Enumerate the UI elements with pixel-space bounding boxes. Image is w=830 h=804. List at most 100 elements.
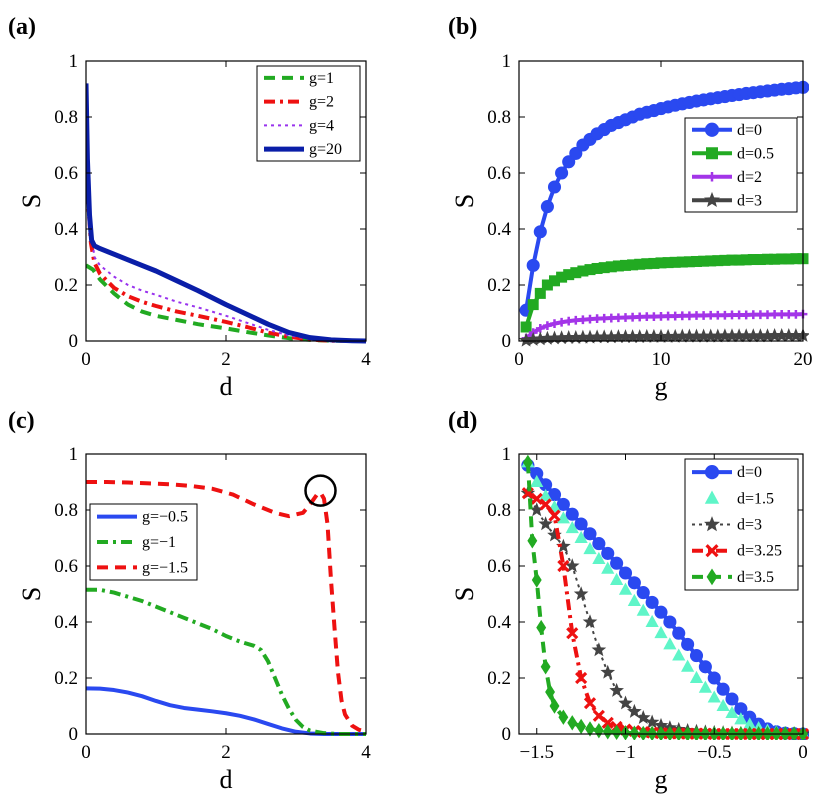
data-point-d3 [573,586,589,601]
data-point-d1p5 [681,659,695,672]
data-point-d0p5 [762,253,773,265]
y-tick-label: 0 [69,331,79,352]
data-point-d0p5 [754,254,766,266]
data-point-d0p5 [641,258,653,270]
data-point-d0 [636,586,650,600]
data-point-d3 [781,327,797,342]
data-point-d3p5 [673,726,684,740]
data-point-d3p5 [567,715,578,731]
data-point-d0 [689,649,704,663]
data-point-d0 [627,576,641,590]
data-point-d3 [696,328,711,343]
legend-box [256,65,361,162]
legend-label-d2: d=2 [737,169,762,186]
data-point-d3 [591,642,607,657]
data-point-d3p5 [744,726,755,740]
data-point-d3p5 [700,726,711,740]
legend-label-g0p5: g=−0.5 [142,509,188,526]
x-tick-label: 20 [794,349,813,370]
data-point-d3p5 [549,698,560,714]
data-point-d3p5 [727,726,737,740]
data-point-d3 [589,329,605,344]
data-point-d3p25 [601,716,614,729]
series-group [519,80,809,347]
data-point-d0p5 [534,287,546,299]
x-tick-label: 4 [361,742,371,763]
data-point-d3 [632,329,648,344]
x-tick-label: 0 [798,742,808,763]
data-point-d3 [532,331,548,346]
data-point-d0p5 [549,275,560,287]
data-point-d3p5 [638,725,649,740]
panel-label: (a) [8,14,36,40]
y-tick-label: 0.4 [487,219,511,240]
y-axis-label: S [17,587,46,601]
y-tick-label: 0 [502,724,512,745]
data-point-d0 [556,497,570,511]
data-point-d3p5 [664,726,675,740]
data-point-d0p5 [698,255,710,267]
y-tick-label: 0.6 [487,556,511,577]
data-point-d1p5 [530,474,544,487]
data-point-d3p25 [539,498,552,511]
panel-4: 00.20.40.60.81−1.5 −1 −0.5 0gS(d)d=0d=1.5d=… [448,408,809,794]
data-point-d1p5 [627,593,641,606]
data-point-d3 [627,703,642,718]
y-tick-label: 0.2 [54,668,78,689]
x-axis-label: g [655,372,668,401]
data-point-d3 [703,328,719,343]
series-group [86,83,367,344]
data-point-d3 [568,329,584,344]
y-tick-label: 0.2 [54,275,78,296]
series-line-g20 [86,83,367,344]
data-point-d0p5 [683,256,695,268]
data-point-d3 [774,327,790,342]
data-point-d1p5 [716,698,730,711]
data-point-d0p5 [726,254,738,266]
data-point-d3p5 [647,725,658,740]
legend-label-d0: d=0 [737,464,762,481]
data-point-d1p5 [654,626,668,639]
y-tick-label: 0 [69,724,79,745]
data-point-d3p5 [780,726,791,740]
legend-marker-d0 [704,122,720,137]
data-point-d3 [561,329,577,344]
data-point-d0p5 [527,299,539,311]
data-point-d3p5 [536,619,547,636]
y-tick-label: 0.6 [487,163,511,184]
x-axis-label: d [220,765,233,794]
data-point-d0p5 [790,253,802,265]
y-tick-label: 1 [502,444,512,465]
x-axis-label: d [220,372,233,401]
data-point-d3 [611,329,626,344]
data-point-d3p5 [735,726,746,740]
data-point-d1p5 [618,582,633,595]
data-point-d3 [710,328,726,343]
data-point-d3 [724,328,740,343]
data-point-d0p5 [634,258,646,270]
data-point-d3 [538,516,553,531]
data-point-d0 [526,258,540,272]
data-point-d3 [582,329,598,344]
x-tick-label: 4 [361,349,371,370]
data-point-d3 [760,328,775,343]
legend-label-d3p25: d=3.25 [737,543,782,560]
y-tick-label: 0.8 [487,500,511,521]
peak-circle-annotation [304,474,337,507]
data-point-d3p5 [753,726,764,740]
data-point-d1p5 [574,530,588,543]
y-tick-label: 0.6 [54,163,78,184]
data-point-d3p5 [789,726,800,740]
legend-label-g1: g=−1 [142,534,176,551]
data-point-d3 [575,329,591,344]
data-point-d3 [738,328,754,343]
data-point-d3 [618,329,633,344]
data-point-d0p5 [783,253,795,265]
y-tick-label: 1 [69,444,79,465]
x-tick-label: 10 [652,349,671,370]
data-point-d1p5 [592,551,606,564]
x-tick-label: 0 [81,742,91,763]
data-point-d3 [788,327,804,342]
data-point-d3 [564,558,580,573]
